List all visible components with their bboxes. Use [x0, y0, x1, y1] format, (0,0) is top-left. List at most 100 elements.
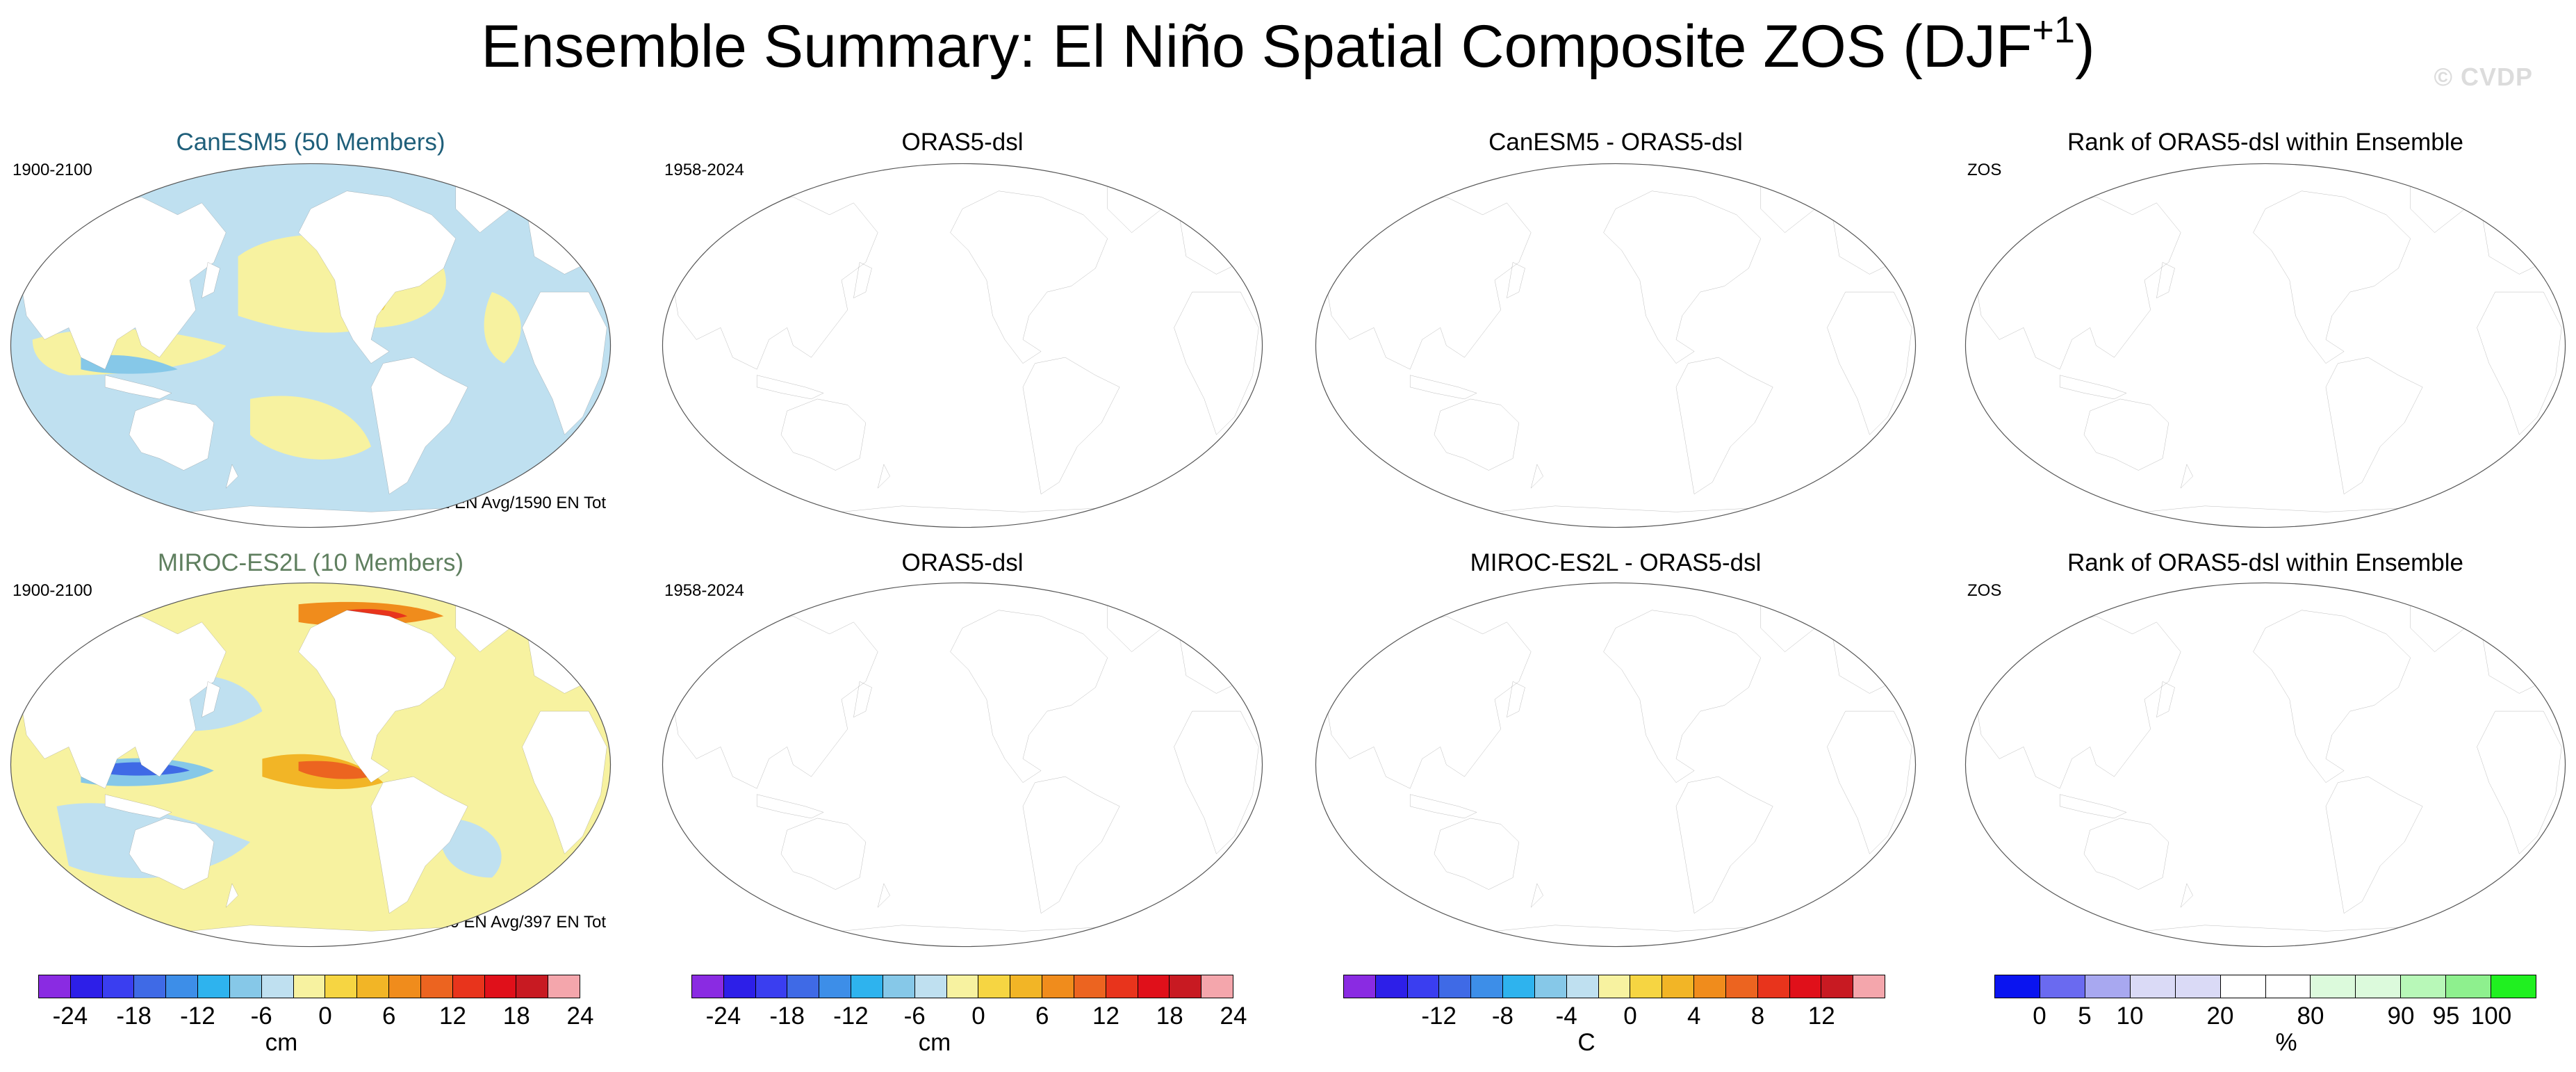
- colorbar-swatch: [755, 975, 788, 998]
- panel-title: MIROC-ES2L - ORAS5-dsl: [1470, 549, 1762, 576]
- colorbar-swatch: [2085, 975, 2131, 998]
- figure-title: Ensemble Summary: El Niño Spatial Compos…: [481, 9, 2095, 80]
- colorbar-swatch: [1439, 975, 1472, 998]
- land-outline-nz: [2181, 884, 2192, 907]
- colorbar-swatch: [1106, 975, 1138, 998]
- land-outline-aus: [2084, 818, 2169, 890]
- colorbar-tick-label: -24: [705, 1002, 741, 1030]
- land-outline-asia: [20, 197, 226, 369]
- panel-title: CanESM5 - ORAS5-dsl: [1488, 129, 1743, 156]
- colorbar-tick-label: -12: [180, 1002, 215, 1030]
- land-outline-europe: [1180, 628, 1258, 693]
- land-outline-samer: [1676, 777, 1773, 913]
- figure-title-superscript: +1: [2032, 9, 2075, 51]
- land-outline-namer: [951, 191, 1108, 364]
- land-outline-africa: [523, 292, 607, 435]
- land-outline-indo: [105, 795, 172, 818]
- colorbar-tick-label: -12: [1421, 1002, 1457, 1030]
- colorbar-tick-label: -6: [250, 1002, 272, 1030]
- panel-left-label: ZOS: [1967, 581, 2002, 600]
- colorbar-unit-label: C: [1577, 1029, 1595, 1056]
- anomaly-contour: [298, 761, 371, 779]
- anomaly-contour: [484, 292, 521, 364]
- colorbar-swatch: [1630, 975, 1663, 998]
- colorbar-tick-label: 80: [2297, 1002, 2324, 1030]
- colorbar-unit-label: cm: [918, 1029, 951, 1056]
- land-outline-africa: [523, 711, 607, 854]
- colorbar-tick-label: 8: [1750, 1002, 1765, 1030]
- colorbar-swatch: [978, 975, 1011, 998]
- colorbar-tick-label: 18: [1156, 1002, 1183, 1030]
- colorbar-swatch: [1138, 975, 1170, 998]
- land-outline-aus: [781, 818, 866, 890]
- map-border: [1315, 583, 1915, 946]
- land-outline-japan: [2156, 681, 2174, 717]
- world-map-filled: [8, 161, 613, 530]
- colorbar: -12 -8 -4 0 4 8 12 C: [1343, 975, 1885, 1065]
- colorbar-tick-label: 0: [2033, 1002, 2046, 1030]
- colorbar-swatches: [1994, 975, 2536, 998]
- colorbar-tick-label: -12: [833, 1002, 869, 1030]
- land-outline-europe: [1833, 209, 1912, 274]
- land-outline-samer: [2326, 777, 2422, 913]
- colorbar-tick-label: -6: [903, 1002, 926, 1030]
- colorbar-swatch: [1375, 975, 1408, 998]
- colorbar-swatch: [1598, 975, 1631, 998]
- colorbar-tick-label: -18: [769, 1002, 805, 1030]
- colorbar-swatch: [2130, 975, 2176, 998]
- panel-title: CanESM5 (50 Members): [176, 129, 445, 156]
- land-outline-asia: [20, 616, 226, 788]
- land-outline-samer: [1023, 357, 1119, 494]
- land-outline-asia: [1975, 197, 2181, 369]
- land-outline-asia: [1975, 616, 2181, 788]
- colorbar-swatch: [420, 975, 453, 998]
- panel-left-label: 1900-2100: [13, 161, 92, 179]
- colorbar-swatch: [1757, 975, 1790, 998]
- colorbar-tick-label: 10: [2116, 1002, 2144, 1030]
- colorbar-swatch: [70, 975, 103, 998]
- colorbar-swatch: [134, 975, 167, 998]
- land-outline-aus: [129, 399, 214, 471]
- colorbar-swatch: [548, 975, 580, 998]
- colorbar-tick-label: 18: [502, 1002, 530, 1030]
- colorbar-swatch: [452, 975, 485, 998]
- colorbar-swatch: [819, 975, 852, 998]
- land-outline-namer: [2254, 610, 2411, 783]
- land-outline-samer: [1676, 357, 1773, 494]
- colorbar-swatches: [38, 975, 580, 998]
- map-border: [1965, 163, 2565, 527]
- land-outline-japan: [1507, 681, 1525, 717]
- colorbar-swatch: [723, 975, 756, 998]
- colorbar-tick-label: -18: [116, 1002, 151, 1030]
- colorbar-swatch: [2220, 975, 2266, 998]
- colorbar-swatch: [1853, 975, 1885, 998]
- land-outline-indo: [757, 375, 823, 399]
- colorbar-swatch: [1010, 975, 1043, 998]
- colorbar-swatch: [516, 975, 549, 998]
- map-border: [10, 583, 610, 946]
- land-outline-aus: [2084, 399, 2169, 471]
- land-outline-africa: [1174, 292, 1259, 435]
- colorbar-swatch: [2401, 975, 2447, 998]
- panel-title: ORAS5-dsl: [901, 549, 1024, 576]
- colorbar-swatch: [166, 975, 199, 998]
- land-outline-samer: [2326, 357, 2422, 494]
- colorbar-swatch: [1821, 975, 1854, 998]
- colorbar-tick-label: 12: [1092, 1002, 1119, 1030]
- colorbar-swatch: [946, 975, 979, 998]
- colorbar-swatch: [851, 975, 883, 998]
- land-outline-japan: [202, 681, 220, 717]
- colorbar-unit-label: %: [2275, 1029, 2297, 1056]
- land-outline-indo: [105, 375, 172, 399]
- colorbar: -24 -18 -12 -6 0 6 12 18 24 cm: [38, 975, 593, 1065]
- colorbar-swatch: [2265, 975, 2311, 998]
- world-map-outline: [1963, 161, 2568, 530]
- colorbar-swatch: [198, 975, 230, 998]
- land-outline-japan: [2156, 262, 2174, 298]
- land-outline-europe: [2483, 209, 2561, 274]
- colorbar-tick-label: -8: [1491, 1002, 1513, 1030]
- colorbar-swatch: [883, 975, 915, 998]
- colorbar-swatch: [2446, 975, 2492, 998]
- world-map-outline: [1963, 580, 2568, 949]
- land-outline-indo: [2060, 375, 2126, 399]
